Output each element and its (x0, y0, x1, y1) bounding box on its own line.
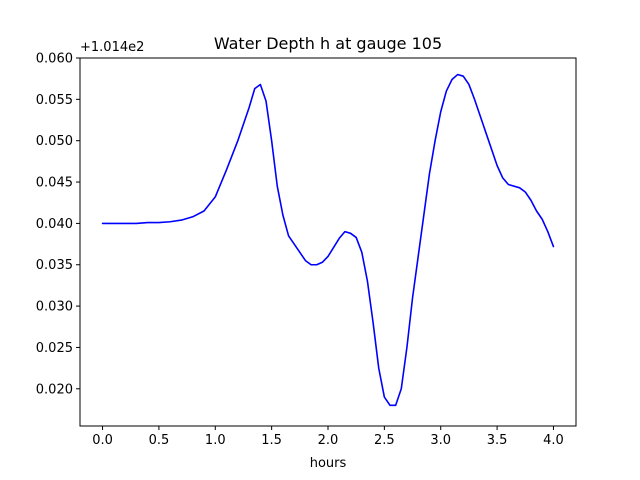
y-tick-label: 0.040 (36, 217, 73, 232)
x-tick-label: 1.0 (205, 433, 226, 448)
y-tick-label: 0.030 (36, 300, 73, 315)
x-tick-label: 3.5 (487, 433, 508, 448)
x-tick-label: 2.5 (374, 433, 395, 448)
y-tick-label: 0.055 (36, 93, 73, 108)
x-axis-title: hours (310, 456, 347, 471)
series-line-0 (101, 73, 555, 407)
x-tick-label: 1.5 (261, 433, 282, 448)
x-tick-label: 4.0 (543, 433, 564, 448)
y-offset-label: +1.014e2 (80, 40, 144, 55)
plot-area: 0.0 0.5 1.0 1.5 2.0 2.5 3.0 3.5 4.0 0.020 0.025 0.0… (36, 52, 577, 448)
chart-title: Water Depth h at gauge 105 (214, 34, 442, 53)
y-tick-label: 0.025 (36, 341, 73, 356)
y-tick-label: 0.050 (36, 134, 73, 149)
y-tick-label: 0.060 (36, 52, 73, 67)
x-tick-label: 0.5 (149, 433, 170, 448)
y-tick-label: 0.045 (36, 176, 73, 191)
x-tick-label: 2.0 (318, 433, 339, 448)
y-tick-label: 0.020 (36, 382, 73, 397)
x-tick-label: 3.0 (430, 433, 451, 448)
y-tick-label: 0.035 (36, 258, 73, 273)
x-tick-label: 0.0 (92, 433, 113, 448)
